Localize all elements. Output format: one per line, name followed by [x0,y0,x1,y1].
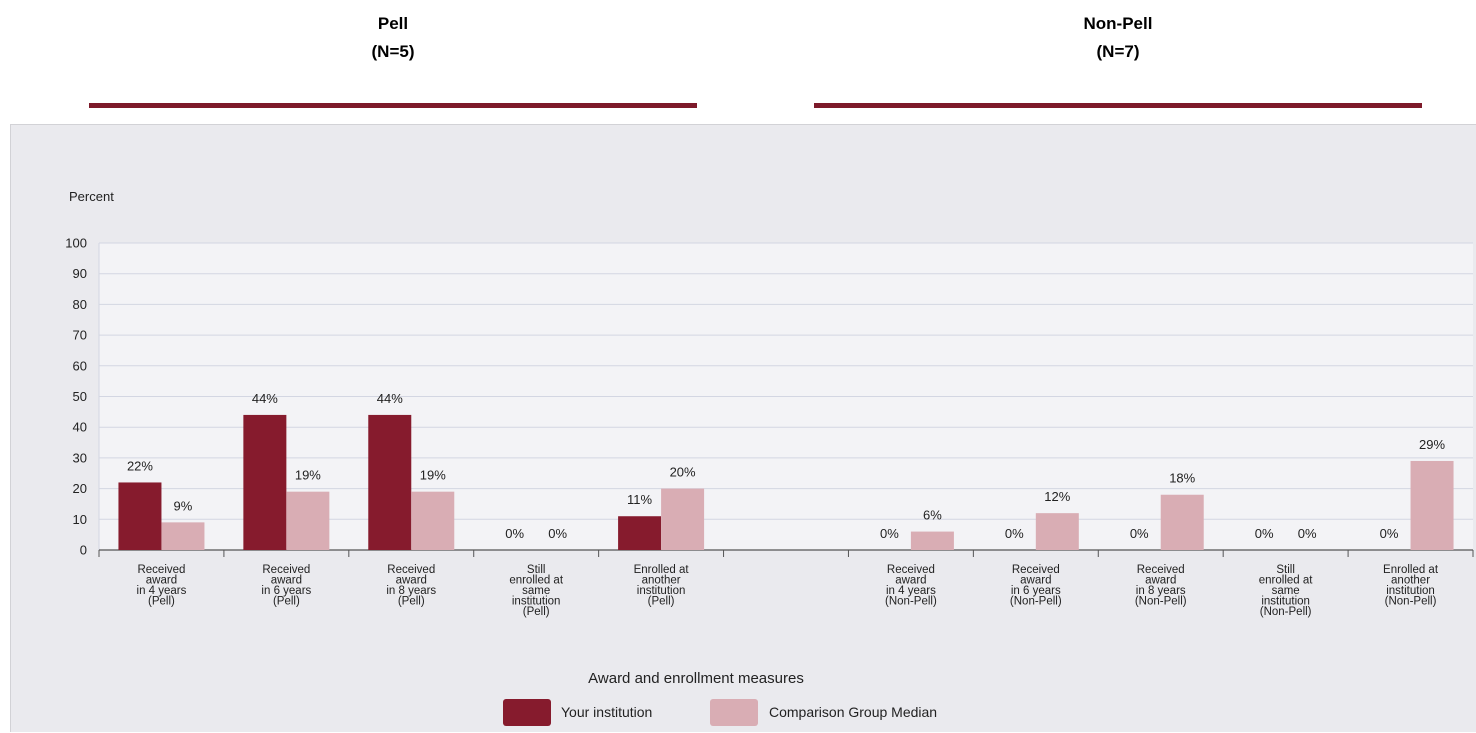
y-tick-label: 60 [73,358,87,373]
bar [1160,494,1204,550]
nonpell-group-title: Non-Pell [1083,14,1153,33]
data-label: 11% [627,492,652,507]
data-label: 0% [1130,526,1149,541]
x-category-label: Received award in 4 years (Non-Pell) [885,564,937,608]
bar-chart: 0 10 20 30 40 50 60 70 80 90 100 Percent 22% 44% 44% 0%… [65,189,1474,726]
y-tick-label: 20 [73,481,87,496]
data-label: 12% [1044,489,1070,504]
x-category-label: Enrolled at another institution (Pell) [634,564,690,608]
y-tick-label: 70 [73,328,87,343]
nonpell-group-header: Non-Pell (N=7) [814,10,1422,66]
legend-swatch-your-institution [503,699,551,726]
y-tick-label: 40 [73,420,87,435]
y-tick-label: 80 [73,297,87,312]
bar [910,531,954,550]
data-label: 22% [127,458,153,473]
data-label: 29% [1419,437,1445,452]
bar [618,516,662,550]
bar [161,522,205,550]
bar [411,491,455,550]
bar [661,488,705,550]
y-tick-label: 100 [65,236,87,251]
x-category-label: Still enrolled at same institution (Non-Pell… [1259,564,1314,618]
data-label: 9% [174,498,193,513]
y-tick-label: 90 [73,266,87,281]
legend-label-comparison: Comparison Group Median [769,704,937,720]
y-tick-label: 30 [73,450,87,465]
pell-group-header: Pell (N=5) [89,10,697,66]
bar [1035,513,1079,550]
nonpell-group-divider [814,103,1422,108]
data-label: 0% [880,526,899,541]
data-label: 44% [377,391,403,406]
data-label: 0% [1255,526,1274,541]
y-tick-label: 0 [80,543,87,558]
y-tick-label: 10 [73,512,87,527]
data-label: 0% [505,526,524,541]
legend-swatch-comparison [710,699,758,726]
data-label: 0% [1380,526,1399,541]
chart-panel: 0 10 20 30 40 50 60 70 80 90 100 Percent 22% 44% 44% 0%… [10,124,1476,732]
data-label: 19% [295,468,321,483]
bar [243,414,287,550]
nonpell-group-count: (N=7) [1096,42,1140,61]
y-axis-title: Percent [69,189,114,204]
x-category-label: Received award in 8 years (Pell) [386,564,436,608]
pell-group-divider [89,103,697,108]
data-label: 19% [420,468,446,483]
data-label: 0% [548,526,567,541]
data-label: 20% [670,465,696,480]
data-label: 0% [1298,526,1317,541]
x-category-label: Received award in 6 years (Pell) [261,564,311,608]
x-category-label: Received award in 4 years (Pell) [137,564,187,608]
bar [118,482,162,550]
x-category-label: Received award in 6 years (Non-Pell) [1010,564,1062,608]
x-axis-title: Award and enrollment measures [588,670,804,687]
x-category-label: Enrolled at another institution (Non-Pell) [1383,564,1439,608]
data-label: 44% [252,391,278,406]
bar [286,491,330,550]
legend-label-your-institution: Your institution [561,704,652,720]
pell-group-title: Pell [377,14,409,33]
data-label: 6% [923,508,942,523]
data-label: 18% [1169,471,1195,486]
y-tick-label: 50 [73,389,87,404]
data-label: 0% [1005,526,1024,541]
pell-group-count: (N=5) [371,42,415,61]
x-category-label: Still enrolled at same institution (Pell) [509,564,564,618]
x-category-label: Received award in 8 years (Non-Pell) [1135,564,1187,608]
bar [368,414,412,550]
bar [1410,460,1454,550]
